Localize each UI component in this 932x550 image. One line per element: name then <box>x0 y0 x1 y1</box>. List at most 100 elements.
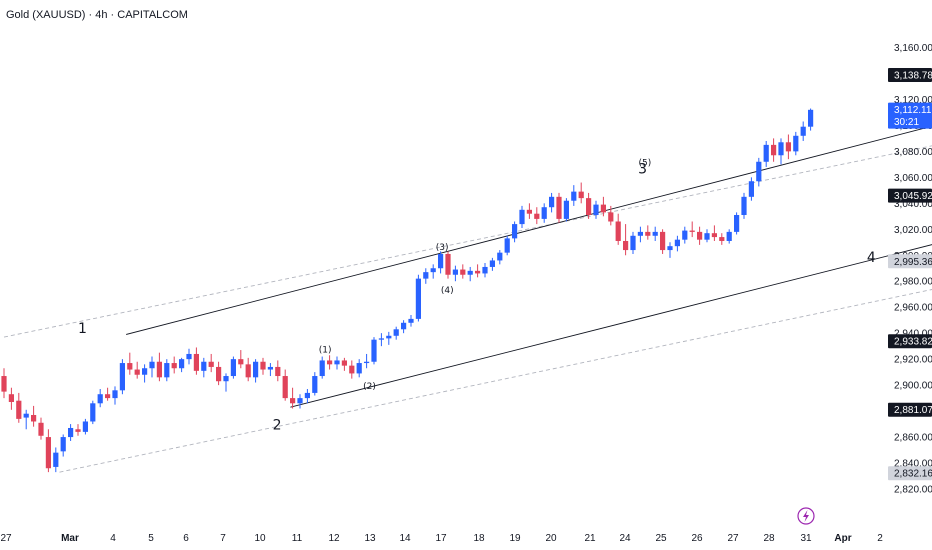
candle-body <box>415 278 421 319</box>
candle <box>534 207 540 225</box>
candle-body <box>519 209 525 225</box>
candle-body <box>785 142 791 152</box>
candle <box>415 274 421 322</box>
candle <box>489 257 495 271</box>
candle-body <box>31 414 37 422</box>
candle <box>393 326 399 340</box>
candle <box>793 131 799 156</box>
x-tick-label: 7 <box>220 533 226 544</box>
candle <box>423 268 429 284</box>
candle <box>660 229 666 254</box>
x-tick-label: 19 <box>509 533 521 544</box>
price-tag-label: 3,045.92 <box>894 191 932 202</box>
candle-body <box>541 207 547 219</box>
candle <box>31 405 37 427</box>
candle-body <box>134 369 140 375</box>
candle-body <box>75 429 81 432</box>
candle <box>711 225 717 241</box>
candle <box>8 387 14 410</box>
candle <box>475 264 481 278</box>
candle-body <box>667 246 673 251</box>
candle-body <box>378 338 384 340</box>
candle-body <box>423 272 429 279</box>
candle-body <box>149 361 155 369</box>
candle <box>726 229 732 244</box>
candle-body <box>304 392 310 399</box>
candle-body <box>674 239 680 247</box>
candle <box>526 203 532 219</box>
candle <box>201 357 207 378</box>
x-tick-label: 17 <box>435 533 447 544</box>
candle <box>245 357 251 382</box>
time-axis[interactable]: 27 Mar 4 5 6 7 10 11 12 13 14 17 18 19 20 21 24 25 26 27 28 3… <box>0 533 883 544</box>
candle <box>371 337 377 365</box>
candle <box>556 192 562 223</box>
candle <box>778 138 784 165</box>
candle <box>38 417 44 440</box>
candle-body <box>408 318 414 323</box>
candle <box>253 359 259 383</box>
candle-body <box>741 196 747 216</box>
x-tick-label: 26 <box>691 533 703 544</box>
candle-body <box>748 181 754 197</box>
candle-body <box>401 322 407 330</box>
candle <box>689 221 695 238</box>
candle-body <box>364 361 370 364</box>
x-tick-label: 5 <box>148 533 154 544</box>
candle-body <box>105 394 111 399</box>
candle <box>704 229 710 243</box>
candle <box>356 359 362 378</box>
y-tick-label: 2,860.00 <box>894 433 932 444</box>
candle <box>571 185 577 206</box>
dashed-channel-lines <box>3 145 932 473</box>
wave-labels: 12345(1)(2)(3)(4)(5) <box>78 159 876 434</box>
price-tag: 3,045.92 <box>888 188 932 203</box>
candle-body <box>8 394 14 403</box>
candle-body <box>630 235 636 251</box>
x-tick-label: 12 <box>328 533 340 544</box>
y-tick-label: 2,900.00 <box>894 381 932 392</box>
y-tick-label: 3,120.00 <box>894 95 932 106</box>
candle <box>275 360 281 382</box>
candle-body <box>312 376 318 393</box>
candle <box>800 121 806 141</box>
candle <box>349 360 355 379</box>
candle-body <box>275 366 281 377</box>
chart-title: Gold (XAUUSD) · 4h · CAPITALCOM <box>6 9 188 21</box>
candle <box>142 364 148 383</box>
candle-body <box>726 231 732 241</box>
wave-label: 1 <box>78 321 87 337</box>
candle-body <box>526 209 532 214</box>
candle <box>541 203 547 223</box>
price-tag-countdown: 30:21 <box>894 117 919 128</box>
x-tick-label: 25 <box>655 533 667 544</box>
candle-body <box>763 144 769 162</box>
candle-body <box>253 361 259 378</box>
x-tick-label: 27 <box>0 533 12 544</box>
candle <box>697 226 703 245</box>
candle-body <box>734 215 740 232</box>
candle <box>186 348 192 365</box>
candle <box>216 361 222 386</box>
candle-body <box>23 413 29 418</box>
candle <box>156 352 162 382</box>
candle <box>179 357 185 373</box>
candle <box>364 353 370 369</box>
candle-body <box>563 200 569 219</box>
candle-body <box>356 363 362 374</box>
lightning-icon[interactable] <box>797 507 815 525</box>
y-tick-label: 2,960.00 <box>894 303 932 314</box>
candle <box>467 266 473 282</box>
candle <box>68 424 74 441</box>
price-tag: 2,995.36 <box>888 254 932 269</box>
price-tag-bg <box>888 254 932 269</box>
price-tag-bg <box>888 466 932 481</box>
candle-body <box>82 421 88 432</box>
x-tick-label: 28 <box>763 533 775 544</box>
y-tick-label: 3,160.00 <box>894 43 932 54</box>
wave-label: 2 <box>273 417 282 433</box>
candle-body <box>689 230 695 232</box>
wave-label: 4 <box>867 250 876 266</box>
